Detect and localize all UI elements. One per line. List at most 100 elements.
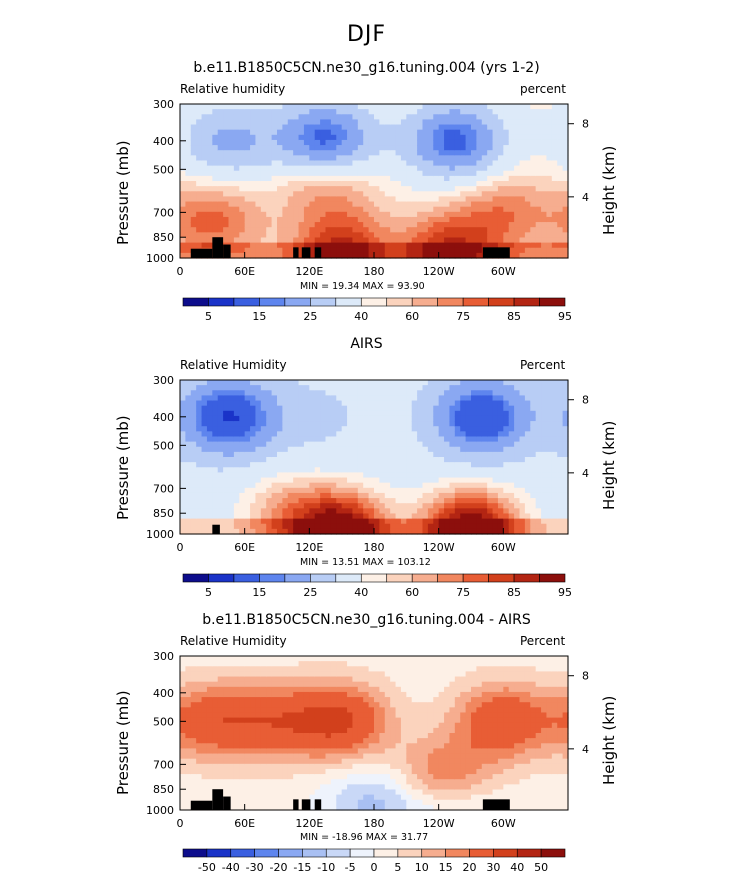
heatmap-cell [201,222,208,228]
heatmap-cell [379,175,386,182]
heatmap-cell [180,201,186,208]
heatmap-cell [347,518,354,525]
heatmap-cell [250,134,257,141]
heatmap-cell [406,160,413,167]
heatmap-cell [562,431,569,438]
heatmap-cell [298,191,305,197]
heatmap-cell [417,222,424,228]
heatmap-cell [411,462,418,468]
heatmap-cell [196,457,203,463]
heatmap-cell [449,124,456,131]
heatmap-cell [497,181,504,187]
heatmap-cell [417,139,424,146]
heatmap-cell [454,119,461,126]
heatmap-cell [508,160,515,167]
heatmap-cell [180,492,186,499]
heatmap-cell [357,457,364,463]
heatmap-cell [347,206,354,213]
heatmap-cell [541,405,548,412]
heatmap-cell [201,145,208,151]
heatmap-cell [255,175,262,182]
heatmap-cell [368,186,375,192]
heatmap-cell [201,738,208,744]
heatmap-cell [303,421,310,427]
heatmap-cell [228,124,235,131]
colorbar-swatch [233,573,260,583]
heatmap-cell [438,528,445,535]
heatmap-cell [260,431,267,438]
heatmap-cell [368,191,375,197]
heatmap-cell [212,181,219,187]
heatmap-cell [427,186,434,192]
heatmap-cell [180,676,186,683]
heatmap-cell [535,498,542,504]
heatmap-cell [476,186,483,192]
heatmap-cell [384,472,391,479]
heatmap-cell [444,196,451,203]
heatmap-cell [266,748,273,755]
heatmap-cell [250,727,257,734]
heatmap-cell [471,129,477,136]
heatmap-cell [271,774,278,780]
heatmap-cell [233,707,240,714]
heatmap-cell [190,758,197,765]
heatmap-cell [201,656,208,662]
heatmap-cell [465,114,472,120]
heatmap-cell [395,191,402,197]
heatmap-cell [325,104,332,110]
heatmap-cell [325,191,332,197]
heatmap-cell [562,124,569,131]
heatmap-cell [530,487,537,494]
heatmap-cell [303,462,310,468]
heatmap-cell [454,462,461,468]
heatmap-cell [260,175,267,182]
heatmap-cell [368,415,375,422]
heatmap-cell [460,405,467,412]
heatmap-cell [476,513,483,520]
heatmap-cell [250,487,257,494]
heatmap-cell [357,119,364,126]
heatmap-cell [206,774,213,780]
heatmap-cell [471,104,477,110]
heatmap-cell [562,237,569,244]
heatmap-cell [201,446,208,453]
heatmap-cell [212,119,219,126]
heatmap-cell [460,186,467,192]
heatmap-cell [481,523,488,530]
heatmap-cell [524,150,531,156]
heatmap-cell [298,232,305,239]
heatmap-cell [476,492,483,499]
heatmap-cell [212,421,219,427]
heatmap-cell [239,482,246,489]
heatmap-cell [454,503,461,509]
heatmap-cell [282,242,289,249]
heatmap-cell [260,472,267,479]
heatmap-cell [325,181,332,187]
heatmap-cell [535,405,542,412]
heatmap-cell [406,457,413,463]
heatmap-cell [417,237,424,244]
heatmap-cell [384,436,391,443]
heatmap-cell [239,508,246,515]
heatmap-cell [228,145,235,151]
heatmap-cell [293,472,300,479]
heatmap-cell [233,175,240,182]
heatmap-cell [374,252,380,259]
heatmap-cell [379,477,386,484]
heatmap-cell [250,380,257,386]
heatmap-cell [471,513,477,520]
heatmap-cell [190,227,197,233]
heatmap-cell [201,753,208,760]
heatmap-cell [196,722,203,729]
heatmap-cell [438,216,445,223]
heatmap-cell [551,436,558,443]
heatmap-cell [314,477,321,484]
heatmap-cell [341,426,348,432]
heatmap-cell [309,191,316,197]
heatmap-cell [562,400,569,407]
heatmap-cell [454,196,461,203]
heatmap-cell [260,242,267,249]
heatmap-cell [406,206,413,213]
heatmap-cell [357,503,364,509]
heatmap-cell [223,119,230,126]
